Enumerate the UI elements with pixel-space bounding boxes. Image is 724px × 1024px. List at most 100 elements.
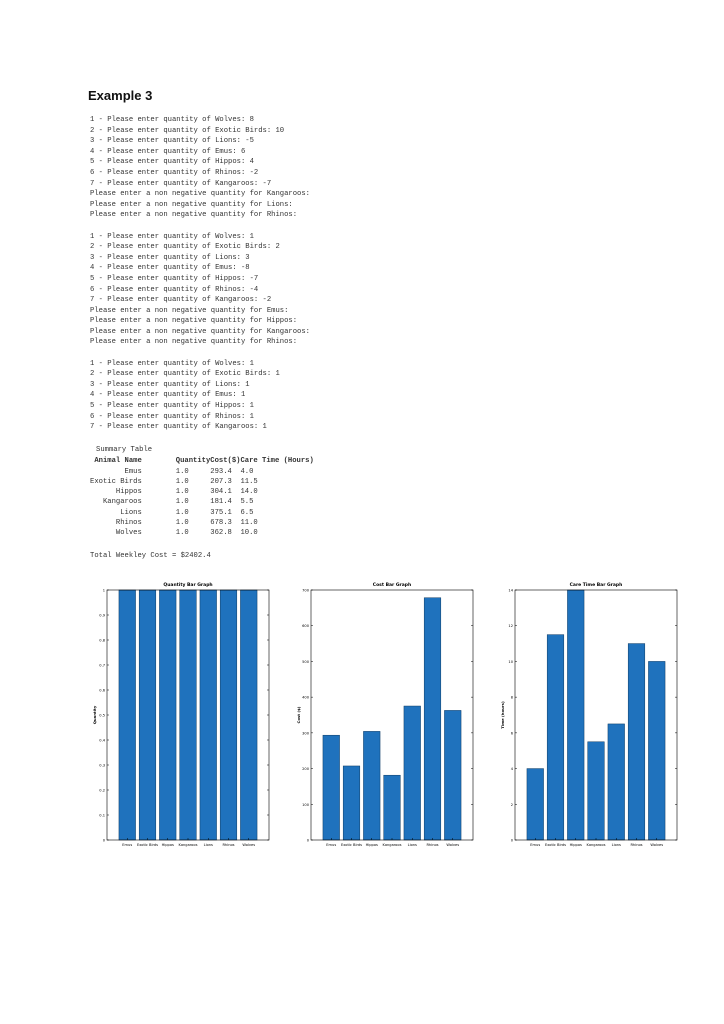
chart-title: Cost Bar Graph	[373, 582, 411, 588]
y-tick-label: 0	[307, 839, 310, 843]
cell-animal-name: Kangaroos	[102, 498, 142, 507]
y-tick-label: 8	[511, 696, 514, 700]
console-line: 6 - Please enter quantity of Rhinos: -4	[90, 285, 259, 294]
y-tick-label: 0.7	[99, 664, 105, 668]
bar-rhinos	[627, 643, 646, 841]
console-line: 5 - Please enter quantity of Hippos: -7	[90, 274, 259, 283]
cell-quantity: 1.0	[175, 467, 189, 476]
x-tick-label: Emus	[530, 843, 540, 847]
cell-care-time: 10.0	[240, 529, 258, 538]
y-tick-label: 500	[302, 660, 310, 664]
cell-quantity: 1.0	[175, 488, 189, 497]
chart-title: Quantity Bar Graph	[163, 582, 212, 588]
charts-area: Quantity Bar Graph 0 0.1 0.2 0.3 0.4 0.5 0.6 0.7…	[0, 578, 724, 858]
bar-exotic-birds	[138, 589, 157, 841]
console-line: 3 - Please enter quantity of Lions: 3	[90, 253, 250, 262]
table-row: Hippos 1.0 304.1 14.0	[90, 487, 314, 497]
table-row: Lions 1.0 375.1 6.5	[90, 508, 314, 518]
summary-title: Summary Table	[96, 446, 153, 454]
header-cost: Cost($)	[210, 457, 241, 466]
cell-cost: 293.4	[210, 467, 232, 476]
console-line: Please enter a non negative quantity for…	[90, 327, 310, 336]
console-line: Please enter a non negative quantity for…	[90, 306, 289, 315]
console-line: 6 - Please enter quantity of Rhinos: 1	[90, 412, 254, 421]
bar-kangaroos	[383, 774, 401, 841]
bar-hippos	[567, 589, 585, 841]
x-tick-label: Kangaroos	[179, 843, 198, 847]
quantity-bar-chart: Quantity Bar Graph 0 0.1 0.2 0.3 0.4 0.5 0.6 0.7…	[92, 582, 270, 847]
table-row: Kangaroos 1.0 181.4 5.5	[90, 497, 314, 507]
header-quantity: Quantity	[175, 457, 211, 466]
x-tick-label: Lions	[204, 843, 213, 847]
table-row: Emus 1.0 293.4 4.0	[90, 467, 314, 477]
x-tick-label: Rhinos	[426, 843, 438, 847]
x-tick-label: Exotic Birds	[545, 843, 566, 847]
y-tick-label: 0.8	[99, 639, 105, 643]
x-tick-label: Lions	[612, 843, 621, 847]
x-tick-label: Rhinos	[630, 843, 642, 847]
console-line: 2 - Please enter quantity of Exotic Bird…	[90, 370, 280, 379]
y-tick-label: 6	[511, 731, 514, 735]
header-animal-name: Animal Name	[94, 457, 142, 466]
cell-quantity: 1.0	[175, 498, 189, 507]
console-line: 5 - Please enter quantity of Hippos: 4	[90, 158, 254, 167]
bar-rhinos	[423, 597, 442, 841]
console-line: 7 - Please enter quantity of Kangaroos: …	[90, 296, 272, 305]
bar-emus	[526, 768, 544, 841]
table-row: Wolves 1.0 362.8 10.0	[90, 528, 314, 538]
cell-cost: 678.3	[210, 518, 232, 527]
console-line: Please enter a non negative quantity for…	[90, 317, 298, 326]
cell-animal-name: Emus	[124, 467, 142, 476]
console-line: 6 - Please enter quantity of Rhinos: -2	[90, 168, 259, 177]
x-tick-label: Emus	[326, 843, 336, 847]
bar-wolves	[444, 710, 462, 841]
console-spacer	[90, 221, 310, 232]
bar-emus	[322, 734, 340, 841]
y-tick-label: 14	[508, 589, 513, 593]
summary-header-row: Animal Name Quantity Cost($) Care Time (…	[90, 456, 314, 467]
cell-cost: 362.8	[210, 529, 232, 538]
table-row: Exotic Birds 1.0 207.3 11.5	[90, 477, 314, 487]
console-line: Please enter a non negative quantity for…	[90, 211, 298, 220]
console-line: 7 - Please enter quantity of Kangaroos: …	[90, 423, 267, 432]
y-tick-label: 0.2	[99, 789, 105, 793]
y-tick-label: 300	[302, 731, 310, 735]
bar-hippos	[363, 731, 381, 841]
y-tick-label: 2	[511, 803, 513, 807]
cell-animal-name: Wolves	[115, 529, 142, 538]
console-line: 4 - Please enter quantity of Emus: 1	[90, 391, 246, 400]
x-tick-label: Emus	[122, 843, 132, 847]
x-tick-label: Rhinos	[222, 843, 234, 847]
y-tick-label: 1	[103, 589, 105, 593]
cell-cost: 207.3	[210, 478, 232, 487]
console-line: 4 - Please enter quantity of Emus: 6	[90, 147, 246, 156]
y-tick-label: 700	[302, 589, 310, 593]
chart-title: Care Time Bar Graph	[570, 582, 623, 588]
x-tick-label: Exotic Birds	[341, 843, 362, 847]
cell-care-time: 4.0	[240, 467, 254, 476]
x-tick-label: Hippos	[366, 843, 378, 847]
x-tick-label: Wolves	[650, 843, 663, 847]
cell-cost: 375.1	[210, 508, 232, 517]
y-tick-label: 400	[302, 696, 310, 700]
y-tick-label: 0.4	[99, 739, 105, 743]
cost-bar-chart: Cost Bar Graph 0 100 200 300 400 500 600 700 Emus…	[296, 582, 474, 847]
y-axis-label: Time (hours)	[500, 701, 505, 729]
console-line: 1 - Please enter quantity of Wolves: 8	[90, 116, 254, 124]
y-tick-label: 0.3	[99, 764, 105, 768]
cell-care-time: 14.0	[240, 488, 258, 497]
x-tick-label: Wolves	[446, 843, 459, 847]
cell-quantity: 1.0	[175, 518, 189, 527]
cell-quantity: 1.0	[175, 478, 189, 487]
y-tick-label: 0	[511, 839, 514, 843]
console-output: 1 - Please enter quantity of Wolves: 8 2 …	[90, 115, 310, 433]
console-line: 5 - Please enter quantity of Hippos: 1	[90, 402, 254, 411]
cell-care-time: 6.5	[240, 508, 254, 517]
bar-wolves	[648, 661, 666, 841]
bar-hippos	[159, 589, 177, 841]
bar-emus	[118, 589, 136, 841]
y-tick-label: 600	[302, 624, 310, 628]
x-tick-label: Kangaroos	[587, 843, 606, 847]
console-line: 4 - Please enter quantity of Emus: -8	[90, 264, 250, 273]
y-tick-label: 10	[508, 660, 513, 664]
